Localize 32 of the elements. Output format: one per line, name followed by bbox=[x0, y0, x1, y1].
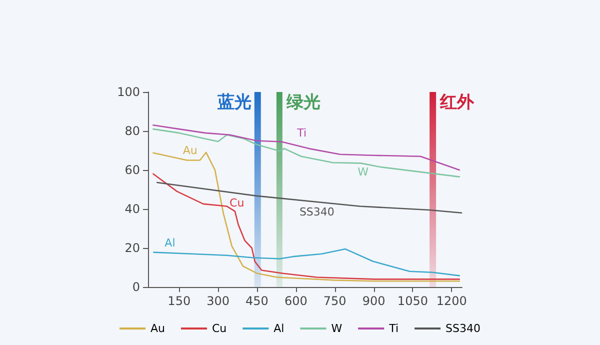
y-tick-label: 80 bbox=[124, 124, 140, 138]
x-tick-label: 1050 bbox=[397, 294, 428, 308]
y-tick-label: 40 bbox=[124, 202, 140, 216]
band-label: 红外 bbox=[439, 92, 476, 112]
x-tick-label: 150 bbox=[168, 294, 191, 308]
legend-label: Al bbox=[274, 322, 284, 335]
x-tick-label: 300 bbox=[206, 294, 230, 308]
x-tick-label: 450 bbox=[246, 294, 268, 308]
band-label: 绿光 bbox=[285, 92, 320, 112]
x-tick-label: 600 bbox=[284, 294, 308, 308]
text: Cu bbox=[230, 196, 244, 210]
legend-label: Ti bbox=[388, 322, 399, 335]
legend-label: SS340 bbox=[446, 322, 481, 335]
line-series bbox=[156, 182, 462, 214]
text: Al bbox=[164, 236, 176, 250]
legend-label: Au bbox=[150, 322, 165, 335]
line-series bbox=[153, 248, 460, 276]
y-tick-label: 0 bbox=[132, 280, 140, 294]
text: Ti bbox=[297, 126, 307, 140]
y-tick-label: 20 bbox=[124, 241, 140, 255]
text: SS340 bbox=[299, 205, 334, 218]
legend-label: W bbox=[331, 322, 342, 335]
text: W bbox=[358, 165, 369, 178]
x-tick-label: 1200 bbox=[436, 294, 467, 308]
x-tick-label: 900 bbox=[362, 294, 386, 308]
line-series bbox=[152, 128, 460, 178]
y-tick-label: 100 bbox=[117, 85, 140, 99]
y-tick-label: 60 bbox=[124, 163, 140, 177]
legend-label: Cu bbox=[212, 322, 227, 335]
text: Au bbox=[182, 144, 198, 157]
band-label: 蓝光 bbox=[216, 92, 252, 112]
x-tick-label: 750 bbox=[323, 294, 346, 308]
